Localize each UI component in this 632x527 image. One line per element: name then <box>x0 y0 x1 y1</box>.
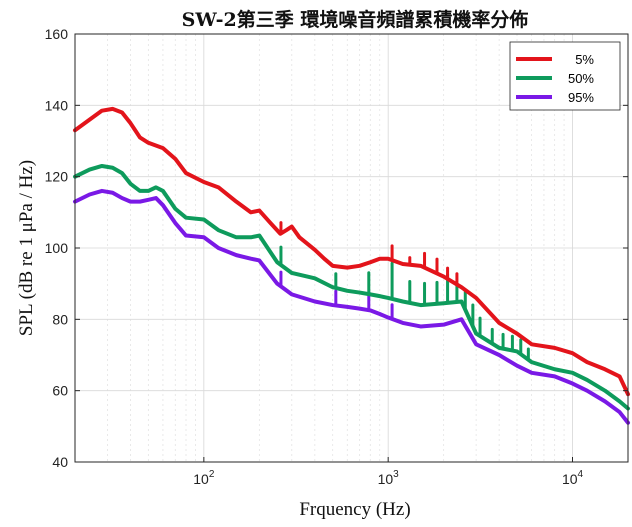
y-tick-label: 160 <box>45 26 69 42</box>
series-line-50pct <box>73 163 630 411</box>
x-tick-label: 104 <box>562 469 584 487</box>
series-layer <box>73 106 630 425</box>
legend-label: 5% <box>575 52 594 67</box>
y-tick-label: 40 <box>52 454 68 470</box>
x-tick-label: 102 <box>193 469 215 487</box>
y-axis-ticks: 40 60 80 100 120 140 160 <box>45 26 628 470</box>
y-tick-label: 120 <box>45 169 69 185</box>
y-tick-label: 60 <box>52 383 68 399</box>
y-axis-label: SPL (dB re 1 μPa / Hz) <box>16 160 37 336</box>
x-axis-ticks: 102 103 104 <box>193 457 584 487</box>
y-tick-label: 100 <box>45 240 69 256</box>
legend: 5% 50% 95% <box>509 41 621 111</box>
x-axis-label: Frquency (Hz) <box>299 499 410 520</box>
x-tick-label: 103 <box>378 469 400 487</box>
chart-title: SW-2第三季 環境噪音頻譜累積機率分佈 <box>182 8 529 31</box>
legend-label: 50% <box>568 71 594 86</box>
series-line-95pct <box>73 188 630 425</box>
legend-label: 95% <box>568 90 594 105</box>
series-line-5pct <box>73 106 630 397</box>
y-tick-label: 140 <box>45 97 69 113</box>
y-tick-label: 80 <box>52 311 68 327</box>
